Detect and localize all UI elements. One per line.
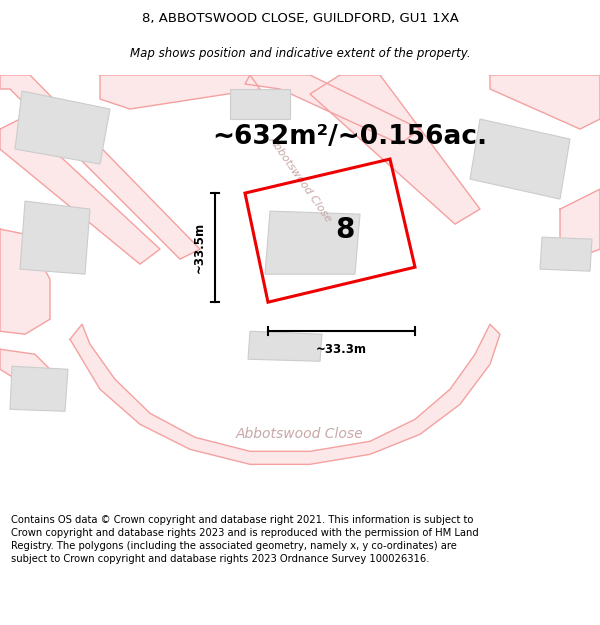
Text: ~33.5m: ~33.5m [193,222,205,273]
Polygon shape [0,75,200,259]
Polygon shape [70,324,500,464]
Polygon shape [20,201,90,274]
Polygon shape [540,237,592,271]
Polygon shape [265,211,360,274]
Polygon shape [245,75,420,144]
Polygon shape [310,75,480,224]
Text: Map shows position and indicative extent of the property.: Map shows position and indicative extent… [130,48,470,61]
Polygon shape [0,349,60,394]
Text: ~33.3m: ~33.3m [316,342,367,356]
Text: 8, ABBOTSWOOD CLOSE, GUILDFORD, GU1 1XA: 8, ABBOTSWOOD CLOSE, GUILDFORD, GU1 1XA [142,12,458,25]
Text: Abbotswood Close: Abbotswood Close [236,428,364,441]
Polygon shape [470,119,570,199]
Polygon shape [490,75,600,129]
Polygon shape [10,366,68,411]
Polygon shape [560,189,600,264]
Polygon shape [0,229,50,334]
Polygon shape [0,119,160,264]
Text: 8: 8 [335,216,354,244]
Text: Contains OS data © Crown copyright and database right 2021. This information is : Contains OS data © Crown copyright and d… [11,515,479,564]
Polygon shape [15,91,110,164]
Polygon shape [230,89,290,119]
Text: Abbotswood Close: Abbotswood Close [266,134,334,224]
Polygon shape [100,75,260,109]
Text: ~632m²/~0.156ac.: ~632m²/~0.156ac. [212,124,488,150]
Polygon shape [248,331,322,361]
